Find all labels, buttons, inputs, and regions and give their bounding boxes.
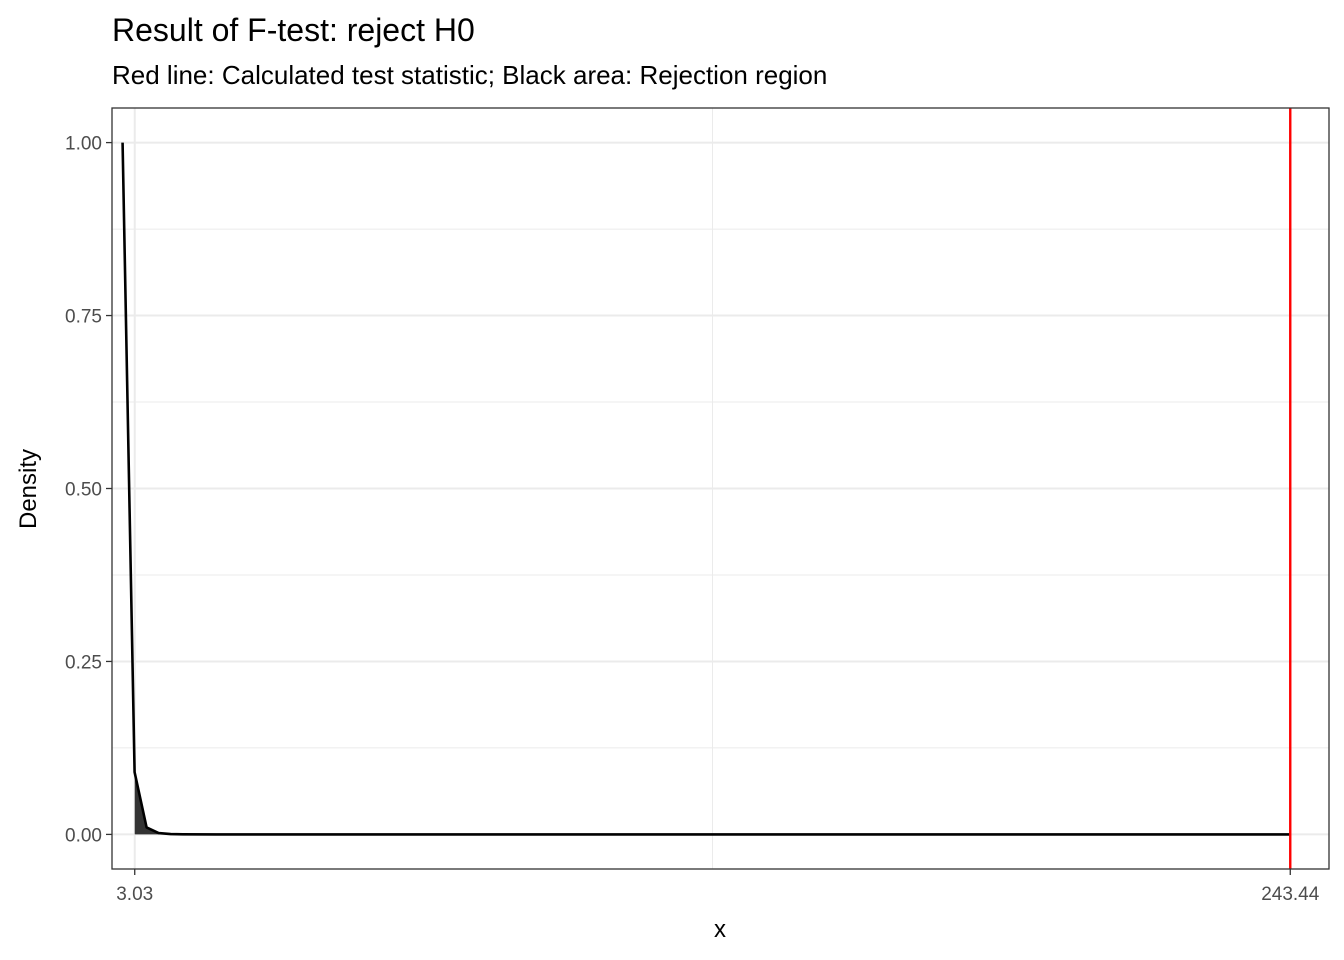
y-axis: 0.00 0.25 0.50 0.75 1.00 bbox=[65, 134, 112, 846]
y-axis-title: Density bbox=[15, 449, 42, 529]
x-axis-title: x bbox=[714, 916, 726, 943]
y-tick-label: 0.50 bbox=[65, 480, 102, 501]
grid-minor-lines bbox=[112, 108, 1329, 869]
density-curve-layer bbox=[121, 142, 1291, 836]
density-curve-line bbox=[121, 142, 1291, 836]
chart-title: Result of F-test: reject H0 bbox=[112, 12, 475, 48]
y-tick-label: 0.75 bbox=[65, 307, 102, 328]
x-tick-label: 243.44 bbox=[1261, 884, 1320, 905]
y-tick-label: 1.00 bbox=[65, 134, 102, 155]
chart-subtitle: Red line: Calculated test statistic; Bla… bbox=[112, 60, 827, 90]
x-axis: 3.03 243.44 bbox=[116, 869, 1320, 905]
y-tick-label: 0.25 bbox=[65, 652, 102, 673]
x-tick-label: 3.03 bbox=[116, 884, 153, 905]
y-tick-label: 0.00 bbox=[65, 825, 102, 846]
